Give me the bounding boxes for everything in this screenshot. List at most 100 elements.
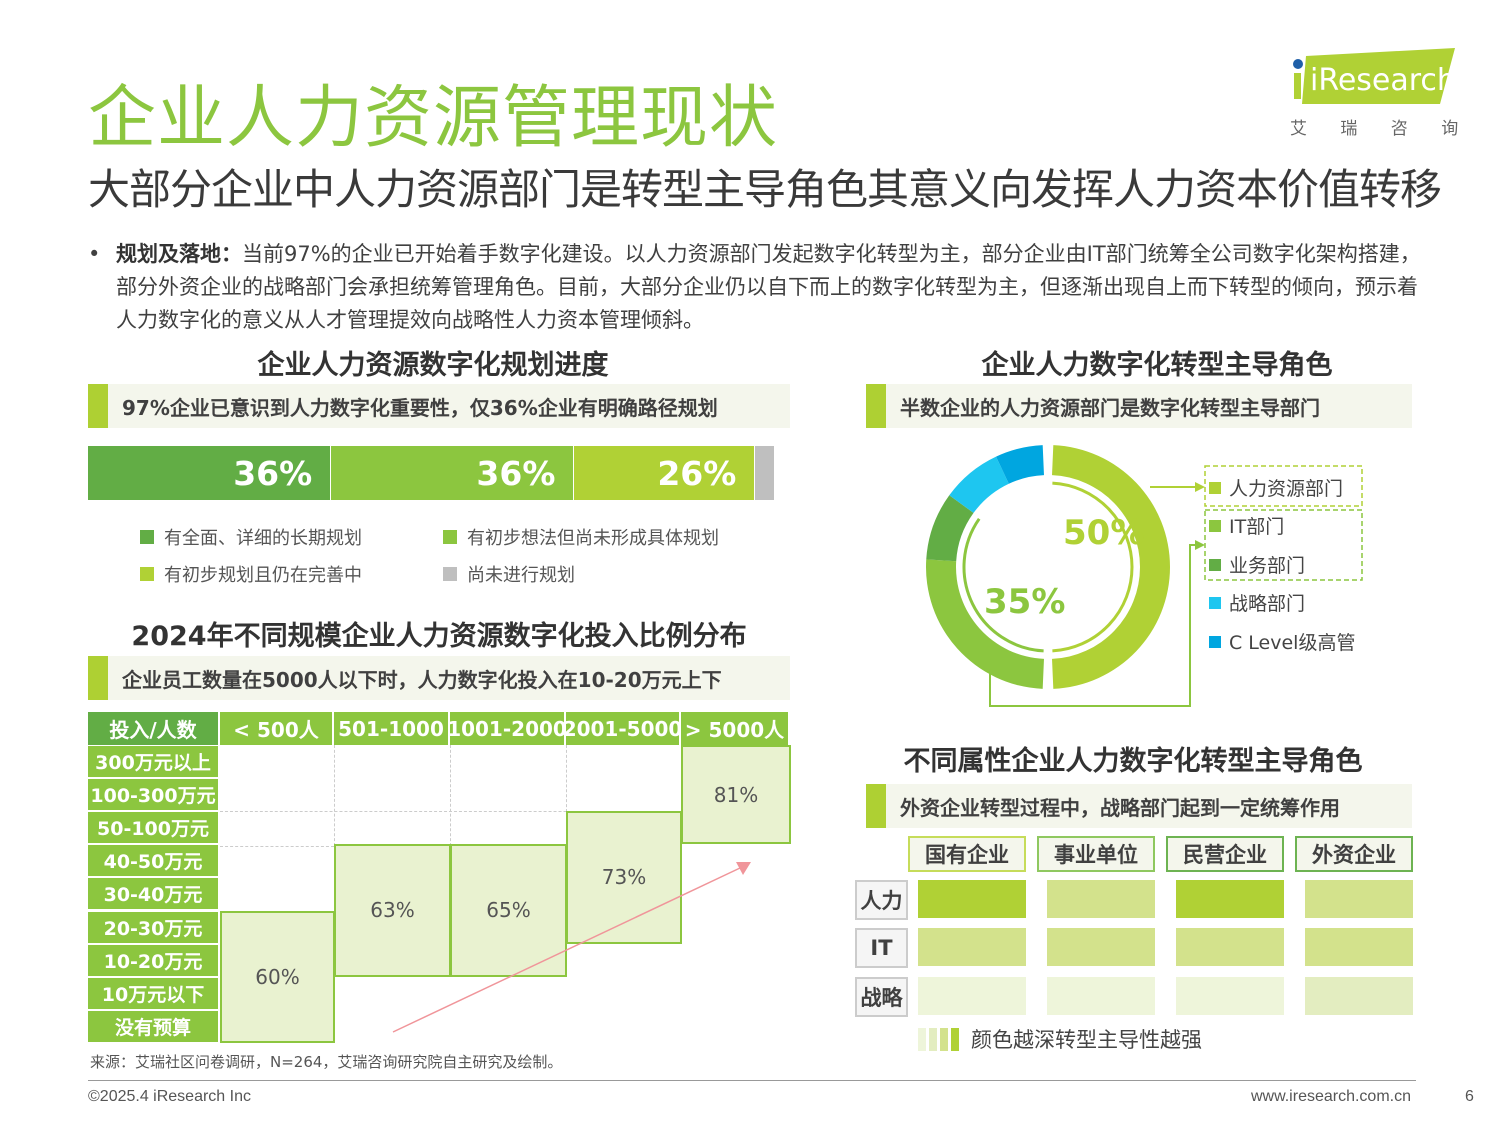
donut-slice (1052, 445, 1170, 689)
column-header: < 500人 (220, 712, 334, 745)
investment-block: 63% (334, 844, 451, 977)
row-header: 40-50万元 (88, 845, 218, 877)
bullet-label: 规划及落地： (116, 242, 242, 266)
bullet-paragraph: • 规划及落地：当前97%的企业已开始着手数字化建设。以人力资源部门发起数字化转… (88, 238, 1428, 337)
legend-swatch-icon (1209, 519, 1221, 532)
group-arc (962, 517, 1044, 653)
source-note: 来源：艾瑞社区问卷调研，N=264，艾瑞咨询研究院自主研究及绘制。 (90, 1053, 563, 1071)
row-header: 50-100万元 (88, 812, 218, 844)
investment-highlight-text: 企业员工数量在5000人以下时，人力数字化投入在10-20万元上下 (122, 667, 722, 692)
donut-label: 35% (984, 582, 1065, 622)
logo-mark-icon: iResearch (1293, 48, 1456, 104)
legend-swatch-icon (443, 530, 457, 544)
role-highlight: 半数企业的人力资源部门是数字化转型主导部门 (866, 384, 1412, 428)
heatmap-row-header: IT (855, 928, 908, 968)
grid-line (566, 745, 567, 812)
row-header: 没有预算 (88, 1010, 218, 1042)
donut-slice (926, 495, 974, 562)
heatmap-legend-text: 颜色越深转型主导性越强 (971, 1028, 1202, 1052)
legend-item: 战略部门 (1209, 589, 1305, 616)
footer-divider (88, 1080, 1416, 1081)
donut-label: 50% (1063, 513, 1144, 553)
legend-swatch-icon (140, 567, 154, 581)
copyright: ©2025.4 iResearch Inc (88, 1088, 251, 1105)
logo-brand: iResearch (1310, 63, 1456, 98)
heatmap-row-header: 战略 (855, 977, 908, 1017)
arrowhead-icon (1195, 540, 1205, 550)
donut-slice (996, 445, 1044, 484)
legend-item: 有初步想法但尚未形成具体规划 (443, 524, 719, 550)
planning-highlight: 97%企业已意识到人力数字化重要性，仅36%企业有明确路径规划 (88, 384, 790, 428)
bullet-text: 当前97%的企业已开始着手数字化建设。以人力资源部门发起数字化转型为主，部分企业… (116, 242, 1421, 332)
heatmap-cell (1047, 928, 1155, 966)
page-subtitle: 大部分企业中人力资源部门是转型主导角色其意义向发挥人力资本价值转移 (88, 165, 1442, 214)
legend-group-box (1204, 509, 1363, 581)
legend-swatch-icon (1209, 558, 1221, 571)
legend-swatch-icon (1209, 596, 1221, 609)
grid-line (450, 745, 451, 846)
legend-item: IT部门 (1209, 512, 1284, 539)
role-highlight-text: 半数企业的人力资源部门是数字化转型主导部门 (900, 395, 1320, 420)
bar-segment (755, 446, 776, 500)
row-header: 10万元以下 (88, 977, 218, 1009)
heatmap-cell (918, 928, 1026, 966)
heatmap-legend: 颜色越深转型主导性越强 (918, 1024, 1202, 1054)
planning-chart-title: 企业人力资源数字化规划进度 (257, 350, 609, 381)
grid-line (220, 846, 334, 847)
investment-chart-title: 2024年不同规模企业人力资源数字化投入比例分布 (131, 621, 747, 652)
heatmap-cell (1305, 977, 1413, 1015)
investment-block: 81% (681, 745, 791, 845)
heatmap-cell (918, 977, 1026, 1015)
table-corner-header: 投入/人数 (88, 712, 220, 745)
legend-item: 有初步规划且仍在完善中 (140, 561, 362, 587)
heatmap-cell (1176, 977, 1284, 1015)
website-link[interactable]: www.iresearch.com.cn (1250, 1088, 1411, 1105)
row-header: 10-20万元 (88, 944, 218, 976)
heatmap-cell (1305, 880, 1413, 918)
investment-block: 73% (566, 811, 682, 944)
bar-segment: 26% (574, 446, 756, 500)
bullet-dot-icon: • (88, 242, 101, 266)
row-header: 20-30万元 (88, 911, 218, 943)
legend-item: 业务部门 (1209, 551, 1305, 578)
investment-highlight: 企业员工数量在5000人以下时，人力数字化投入在10-20万元上下 (88, 656, 790, 700)
role-donut-chart: 50% 35% (926, 445, 1363, 707)
donut-slice (949, 456, 1009, 513)
legend-group-box (1204, 465, 1363, 507)
column-header: 501-1000 (334, 712, 450, 745)
page-number: 6 (1465, 1088, 1474, 1105)
row-header: 100-300万元 (88, 779, 218, 811)
heatmap-cell (1047, 880, 1155, 918)
legend-swatch-icon (140, 530, 154, 544)
column-header: > 5000人 (681, 712, 790, 745)
heatmap-column-header: 事业单位 (1037, 836, 1155, 872)
legend-swatch-icon (1209, 481, 1221, 494)
planning-stacked-bar: 36% 36% 26% (88, 446, 776, 500)
legend-item: 人力资源部门 (1209, 474, 1343, 501)
legend-item: 有全面、详细的长期规划 (140, 524, 362, 550)
legend-item: 尚未进行规划 (443, 561, 575, 587)
attribute-highlight: 外资企业转型过程中，战略部门起到一定统筹作用 (866, 784, 1412, 828)
attribute-highlight-text: 外资企业转型过程中，战略部门起到一定统筹作用 (900, 795, 1340, 820)
logo-cn: 艾 瑞 咨 询 (1290, 119, 1473, 139)
bar-segment: 36% (331, 446, 575, 500)
heatmap-column-header: 外资企业 (1295, 836, 1413, 872)
heatmap-cell (1305, 928, 1413, 966)
heatmap-row-header: 人力 (855, 880, 908, 920)
grid-line (334, 745, 335, 846)
heatmap-cell (1176, 880, 1284, 918)
group-arc (1052, 481, 1134, 653)
column-header: 1001-2000 (447, 712, 567, 745)
legend-swatch-icon (1209, 635, 1221, 648)
heatmap-cell (1176, 928, 1284, 966)
donut-slice (926, 559, 1044, 689)
column-header: 2001-5000 (563, 712, 682, 745)
role-chart-title: 企业人力数字化转型主导角色 (981, 350, 1333, 381)
iresearch-logo: iResearch 艾 瑞 咨 询 (1290, 48, 1460, 139)
heatmap-column-header: 国有企业 (908, 836, 1026, 872)
connector-line (989, 544, 1203, 707)
heatmap-cell (1047, 977, 1155, 1015)
page-title: 企业人力资源管理现状 (88, 79, 779, 158)
legend-item: C Level级高管 (1209, 628, 1355, 655)
investment-block: 60% (220, 910, 335, 1043)
